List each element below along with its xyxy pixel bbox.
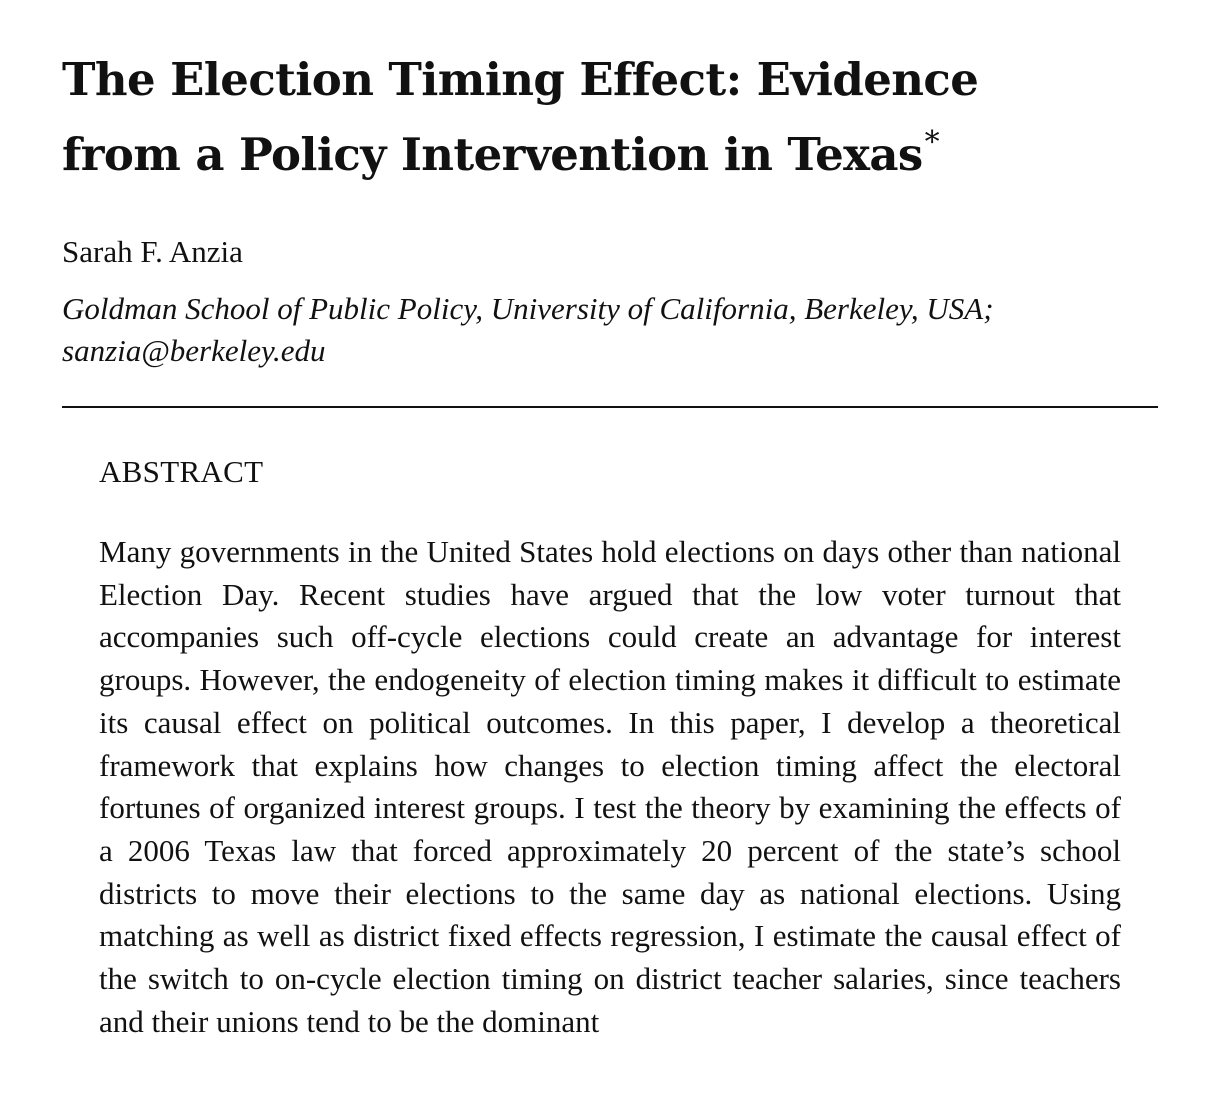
abstract-body: Many governments in the United States ho…	[99, 534, 1121, 1039]
author-email: sanzia@berkeley.edu	[62, 333, 326, 368]
author-name: Sarah F. Anzia	[62, 234, 243, 269]
abstract-section: ABSTRACT Many governments in the United …	[99, 452, 1121, 1043]
title-line-2: from a Policy Intervention in Texas	[62, 128, 923, 181]
title-footnote-mark: *	[924, 125, 940, 160]
paper-header: The Election Timing Effect: Evidence fro…	[62, 48, 1158, 372]
author-affiliation: Goldman School of Public Policy, Univers…	[62, 288, 1162, 372]
title-line-1: The Election Timing Effect: Evidence	[62, 53, 979, 106]
header-divider	[62, 406, 1158, 408]
abstract-heading: ABSTRACT	[99, 454, 264, 489]
affiliation-text: Goldman School of Public Policy, Univers…	[62, 291, 994, 326]
paper-title: The Election Timing Effect: Evidence fro…	[62, 48, 1158, 186]
